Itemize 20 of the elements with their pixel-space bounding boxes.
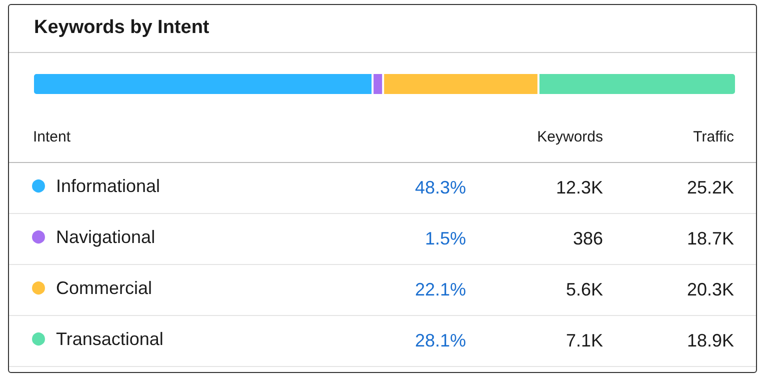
text: 25.2K bbox=[686, 178, 734, 198]
text: 1.5% bbox=[424, 228, 466, 250]
legend-label: Transactional bbox=[56, 329, 164, 349]
text: 18.7K bbox=[686, 228, 734, 250]
text: Traffic bbox=[693, 128, 734, 146]
text: 18.9K bbox=[686, 330, 734, 352]
text: 386 bbox=[572, 228, 603, 250]
legend-label: Informational bbox=[56, 176, 160, 196]
text: 12.3K bbox=[556, 178, 603, 198]
text: 7.1K bbox=[566, 330, 603, 352]
text: 20.3K bbox=[686, 280, 734, 300]
legend-label: Navigational bbox=[56, 227, 156, 247]
legend-label: Commercial bbox=[56, 278, 152, 298]
text: Intent bbox=[33, 128, 71, 146]
text: Keywords bbox=[537, 128, 603, 146]
text: 28.1% bbox=[414, 330, 466, 352]
chart-title: Keywords by Intent bbox=[34, 17, 210, 39]
text: 22.1% bbox=[414, 280, 466, 300]
text: 5.6K bbox=[566, 280, 603, 300]
text: 48.3% bbox=[414, 178, 466, 198]
